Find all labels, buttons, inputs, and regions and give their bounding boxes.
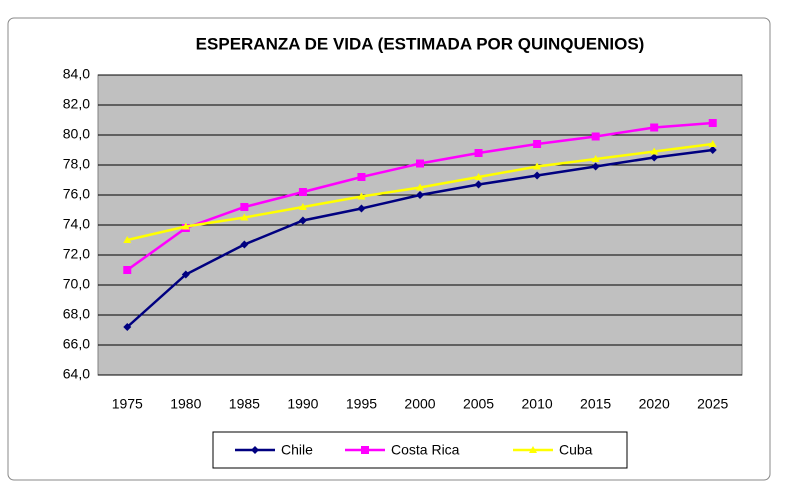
point (533, 171, 542, 180)
point (123, 323, 132, 331)
legend-marker (251, 446, 259, 454)
x-tick-label: 1990 (287, 396, 318, 412)
point (650, 153, 659, 162)
point (533, 162, 542, 170)
y-tick-label: 66,0 (63, 336, 90, 352)
point (298, 216, 307, 225)
x-tick-label: 2015 (580, 396, 611, 412)
point (240, 213, 249, 221)
x-tick-label: 2000 (404, 396, 435, 412)
point (416, 191, 424, 199)
point (591, 155, 600, 162)
y-tick-label: 68,0 (63, 306, 90, 322)
point (298, 203, 307, 210)
y-tick-label: 76,0 (63, 186, 90, 202)
point (708, 146, 717, 154)
point (298, 188, 307, 196)
x-tick-label: 2020 (639, 396, 670, 412)
point (591, 162, 600, 171)
x-tick-label: 2025 (697, 396, 728, 412)
x-tick-label: 2010 (522, 396, 553, 412)
x-tick-label: 1995 (346, 396, 377, 412)
point (591, 132, 600, 141)
point (474, 149, 483, 157)
x-tick-label: 2005 (463, 396, 494, 412)
legend-label: Cuba (559, 442, 593, 458)
y-tick-label: 82,0 (63, 96, 90, 112)
point (240, 240, 249, 249)
point (357, 192, 366, 200)
y-tick-label: 74,0 (63, 216, 90, 232)
y-tick-label: 72,0 (63, 246, 90, 262)
x-tick-label: 1980 (170, 396, 201, 412)
y-tick-label: 84,0 (63, 66, 90, 82)
x-tick-label: 1985 (229, 396, 260, 412)
point (357, 204, 366, 213)
chart-title: ESPERANZA DE VIDA (ESTIMADA POR QUINQUEN… (196, 34, 645, 53)
legend-label: Chile (281, 442, 313, 458)
point (650, 123, 659, 132)
point (708, 140, 717, 147)
y-tick-label: 64,0 (63, 366, 90, 382)
point (708, 119, 717, 127)
y-tick-label: 78,0 (63, 156, 90, 172)
point (240, 203, 249, 211)
y-tick-label: 70,0 (63, 276, 90, 292)
legend-marker (529, 446, 537, 453)
point (533, 140, 542, 148)
point (474, 180, 483, 189)
legend-box (212, 431, 628, 469)
point (181, 222, 190, 230)
legend-label: Costa Rica (391, 442, 460, 458)
point (474, 173, 483, 180)
legend-marker (361, 446, 369, 454)
point (416, 183, 424, 191)
point (123, 266, 132, 274)
x-tick-label: 1975 (112, 396, 143, 412)
point (357, 173, 366, 181)
point (181, 270, 190, 279)
y-tick-label: 80,0 (63, 126, 90, 142)
point (123, 236, 132, 243)
point (416, 159, 424, 168)
point (650, 147, 659, 155)
